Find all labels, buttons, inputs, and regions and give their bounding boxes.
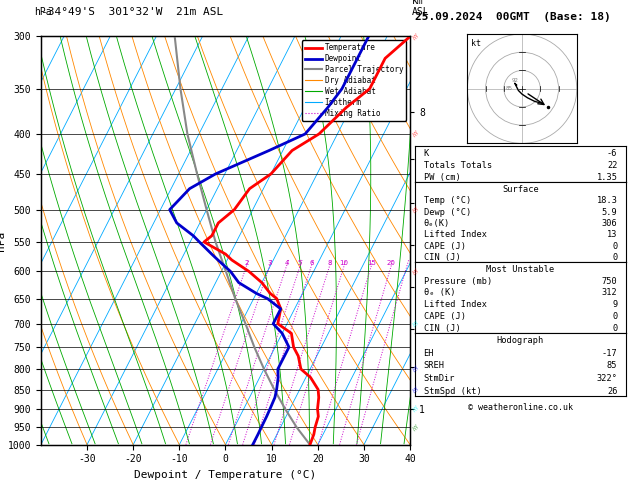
Text: Pressure (mb): Pressure (mb) xyxy=(423,277,492,286)
Text: ///: /// xyxy=(411,33,419,40)
Text: K: K xyxy=(423,149,429,157)
Text: 85: 85 xyxy=(506,86,513,91)
Text: 306: 306 xyxy=(602,219,618,228)
Text: PW (cm): PW (cm) xyxy=(423,173,460,182)
Text: kt: kt xyxy=(471,39,481,49)
Text: 85: 85 xyxy=(607,361,618,370)
Text: 750: 750 xyxy=(602,277,618,286)
Text: ///: /// xyxy=(411,268,419,275)
Text: CAPE (J): CAPE (J) xyxy=(423,312,465,321)
Y-axis label: Mixing Ratio (g/kg): Mixing Ratio (g/kg) xyxy=(428,185,438,296)
Text: 25.09.2024  00GMT  (Base: 18): 25.09.2024 00GMT (Base: 18) xyxy=(415,12,611,22)
Text: 20: 20 xyxy=(387,260,396,266)
Legend: Temperature, Dewpoint, Parcel Trajectory, Dry Adiabat, Wet Adiabat, Isotherm, Mi: Temperature, Dewpoint, Parcel Trajectory… xyxy=(302,40,406,121)
Text: ///: /// xyxy=(411,130,419,138)
Text: 6: 6 xyxy=(309,260,314,266)
Text: StmDir: StmDir xyxy=(423,374,455,383)
Text: 322°: 322° xyxy=(596,374,618,383)
Text: SREH: SREH xyxy=(423,361,445,370)
Text: 15: 15 xyxy=(367,260,376,266)
Text: ///: /// xyxy=(411,423,419,431)
Text: 18.3: 18.3 xyxy=(596,196,618,205)
Text: StmSpd (kt): StmSpd (kt) xyxy=(423,386,481,396)
Text: 5.9: 5.9 xyxy=(602,208,618,217)
Text: 312: 312 xyxy=(602,289,618,297)
Text: ///: /// xyxy=(411,405,419,413)
Text: ///: /// xyxy=(411,365,419,373)
Text: CIN (J): CIN (J) xyxy=(423,324,460,333)
Text: 0: 0 xyxy=(612,312,618,321)
Text: Hodograph: Hodograph xyxy=(497,336,544,345)
Text: EH: EH xyxy=(423,348,434,358)
Text: Temp (°C): Temp (°C) xyxy=(423,196,471,205)
Text: Most Unstable: Most Unstable xyxy=(486,265,555,274)
Text: 2: 2 xyxy=(244,260,248,266)
Text: 4: 4 xyxy=(284,260,289,266)
Text: Lifted Index: Lifted Index xyxy=(423,230,487,240)
Text: 92: 92 xyxy=(511,78,518,83)
Text: 10: 10 xyxy=(340,260,348,266)
Text: hPa: hPa xyxy=(35,7,52,17)
Text: ///: /// xyxy=(411,386,419,393)
Text: 9: 9 xyxy=(612,300,618,309)
Text: CIN (J): CIN (J) xyxy=(423,253,460,262)
Text: θₑ (K): θₑ (K) xyxy=(423,289,455,297)
Text: Lifted Index: Lifted Index xyxy=(423,300,487,309)
X-axis label: Dewpoint / Temperature (°C): Dewpoint / Temperature (°C) xyxy=(135,470,316,480)
Text: -6: -6 xyxy=(607,149,618,157)
Text: 13: 13 xyxy=(607,230,618,240)
Text: Surface: Surface xyxy=(502,185,539,193)
Text: Dewp (°C): Dewp (°C) xyxy=(423,208,471,217)
Text: -34°49'S  301°32'W  21m ASL: -34°49'S 301°32'W 21m ASL xyxy=(41,7,223,17)
Text: 26: 26 xyxy=(607,386,618,396)
Text: 0: 0 xyxy=(612,242,618,251)
Text: 8: 8 xyxy=(327,260,332,266)
Y-axis label: hPa: hPa xyxy=(0,230,6,251)
Text: 1.35: 1.35 xyxy=(596,173,618,182)
Text: θₑ(K): θₑ(K) xyxy=(423,219,450,228)
Text: -17: -17 xyxy=(602,348,618,358)
Text: CAPE (J): CAPE (J) xyxy=(423,242,465,251)
Text: LCL: LCL xyxy=(414,385,429,394)
Text: 0: 0 xyxy=(612,253,618,262)
Text: Totals Totals: Totals Totals xyxy=(423,161,492,170)
Text: ///: /// xyxy=(411,320,419,328)
Text: 22: 22 xyxy=(607,161,618,170)
Text: km
ASL: km ASL xyxy=(412,0,430,17)
Text: 3: 3 xyxy=(267,260,272,266)
Text: 0: 0 xyxy=(612,324,618,333)
Text: 5: 5 xyxy=(298,260,303,266)
Text: © weatheronline.co.uk: © weatheronline.co.uk xyxy=(468,403,573,413)
Text: ///: /// xyxy=(411,206,419,213)
